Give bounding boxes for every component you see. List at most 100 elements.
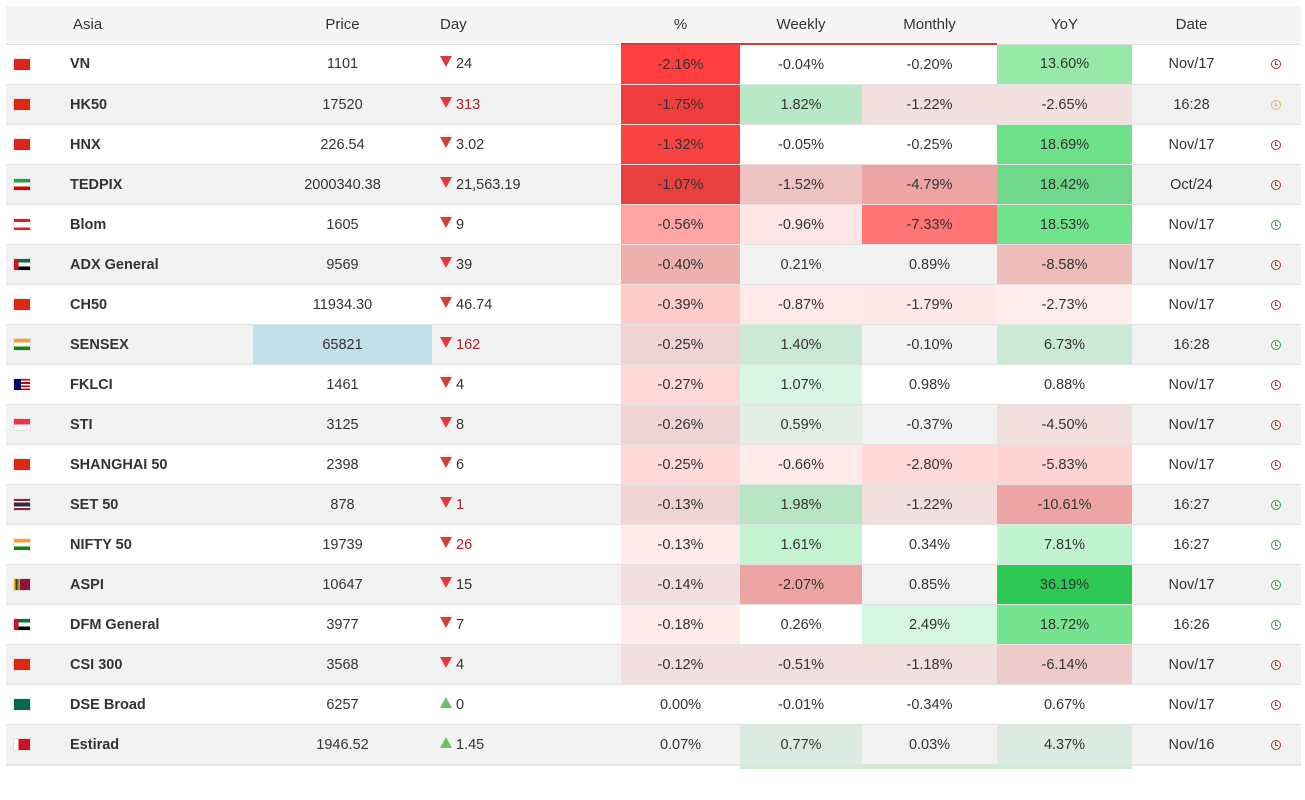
day-change-value: 3.02 [456, 136, 485, 153]
index-name-link[interactable]: STI [67, 404, 253, 445]
index-name-link[interactable]: CSI 300 [67, 644, 253, 685]
pct-change-cell: -0.56% [621, 204, 740, 245]
date-cell: Nov/17 [1132, 364, 1251, 405]
index-name-link[interactable]: DFM General [67, 604, 253, 645]
day-change-cell: 4 [432, 364, 621, 405]
index-name-link[interactable]: Blom [67, 204, 253, 245]
day-change-cell: 7 [432, 604, 621, 645]
country-flag-icon [14, 459, 30, 471]
monthly-change-cell: -4.79% [862, 164, 997, 205]
day-change-value: 9 [456, 216, 465, 233]
table-row[interactable]: DSE Broad 6257 0 0.00% -0.01% -0.34% 0.67% Nov/… [6, 684, 1301, 725]
clock-icon [1271, 379, 1281, 390]
header-price[interactable]: Price [253, 6, 432, 45]
asia-indices-table: Asia Price Day % Weekly Monthly YoY Date… [6, 6, 1301, 765]
pct-change-cell: -1.75% [621, 84, 740, 125]
header-region[interactable]: Asia [67, 6, 253, 45]
table-row[interactable]: Blom 1605 9 -0.56% -0.96% -7.33% 18.53% Nov/17 [6, 204, 1301, 245]
table-row[interactable]: VN 1101 24 -2.16% -0.04% -0.20% 13.60% Nov/17 [6, 44, 1301, 85]
flag-cell [6, 204, 67, 245]
table-row[interactable]: Estirad 1946.52 1.45 0.07% 0.77% 0.03% 4.37% No… [6, 724, 1301, 765]
status-cell [1251, 604, 1301, 645]
index-name-link[interactable]: TEDPIX [67, 164, 253, 205]
day-change-cell: 9 [432, 204, 621, 245]
status-cell [1251, 284, 1301, 325]
header-monthly[interactable]: Monthly [862, 6, 997, 45]
table-row[interactable]: SENSEX 65821 162 -0.25% 1.40% -0.10% 6.73% 16:2… [6, 324, 1301, 365]
index-name-link[interactable]: HNX [67, 124, 253, 165]
index-name-link[interactable]: SET 50 [67, 484, 253, 525]
clock-icon [1271, 299, 1281, 310]
index-name-link[interactable]: DSE Broad [67, 684, 253, 725]
index-name-link[interactable]: ASPI [67, 564, 253, 605]
header-yoy[interactable]: YoY [997, 6, 1132, 45]
yoy-change-cell: 18.69% [997, 124, 1132, 165]
status-cell [1251, 364, 1301, 405]
country-flag-icon [14, 579, 30, 591]
country-flag-icon [14, 419, 30, 431]
date-cell: 16:27 [1132, 524, 1251, 565]
weekly-change-cell: -0.96% [740, 204, 862, 245]
index-name-link[interactable]: CH50 [67, 284, 253, 325]
index-name-link[interactable]: FKLCI [67, 364, 253, 405]
status-cell [1251, 44, 1301, 85]
date-cell: 16:28 [1132, 84, 1251, 125]
yoy-change-cell: 18.53% [997, 204, 1132, 245]
clock-icon [1271, 659, 1281, 670]
day-change-cell: 313 [432, 84, 621, 125]
pct-change-cell: -0.13% [621, 524, 740, 565]
day-change-value: 46.74 [456, 296, 493, 313]
clock-icon [1271, 619, 1281, 630]
index-name-link[interactable]: Estirad [67, 724, 253, 765]
index-name-link[interactable]: HK50 [67, 84, 253, 125]
down-arrow-icon [440, 216, 452, 228]
table-row[interactable]: CH50 11934.30 46.74 -0.39% -0.87% -1.79% -2.73… [6, 284, 1301, 325]
index-name-link[interactable]: SHANGHAI 50 [67, 444, 253, 485]
table-row[interactable]: SET 50 878 1 -0.13% 1.98% -1.22% -10.61% 16:27 [6, 484, 1301, 525]
table-row[interactable]: STI 3125 8 -0.26% 0.59% -0.37% -4.50% Nov/17 [6, 404, 1301, 445]
weekly-change-cell: -0.04% [740, 44, 862, 85]
header-date[interactable]: Date [1132, 6, 1251, 45]
header-flag [6, 6, 67, 45]
index-name-link[interactable]: VN [67, 44, 253, 85]
country-flag-icon [14, 58, 30, 70]
yoy-change-cell: 13.60% [997, 44, 1132, 85]
table-row[interactable]: ADX General 9569 39 -0.40% 0.21% 0.89% -8.58% N… [6, 244, 1301, 285]
down-arrow-icon [440, 496, 452, 508]
yoy-change-cell: -6.14% [997, 644, 1132, 685]
table-row[interactable]: DFM General 3977 7 -0.18% 0.26% 2.49% 18.72% 16… [6, 604, 1301, 645]
price-cell: 878 [253, 484, 432, 525]
pct-change-cell: -0.27% [621, 364, 740, 405]
country-flag-icon [14, 99, 30, 111]
header-weekly[interactable]: Weekly [740, 6, 862, 45]
pct-change-cell: -0.39% [621, 284, 740, 325]
index-name-link[interactable]: NIFTY 50 [67, 524, 253, 565]
table-row[interactable]: TEDPIX 2000340.38 21,563.19 -1.07% -1.52% -4.… [6, 164, 1301, 205]
table-row[interactable]: HNX 226.54 3.02 -1.32% -0.05% -0.25% 18.69% Nov… [6, 124, 1301, 165]
monthly-change-cell: 0.85% [862, 564, 997, 605]
index-name-link[interactable]: ADX General [67, 244, 253, 285]
header-pct[interactable]: % [621, 6, 740, 45]
index-name-link[interactable]: SENSEX [67, 324, 253, 365]
day-change-cell: 46.74 [432, 284, 621, 325]
price-cell: 1946.52 [253, 724, 432, 765]
table-row[interactable]: NIFTY 50 19739 26 -0.13% 1.61% 0.34% 7.81% 16:2… [6, 524, 1301, 565]
day-change-cell: 4 [432, 644, 621, 685]
day-change-value: 4 [456, 656, 465, 673]
date-cell: Nov/17 [1132, 244, 1251, 285]
table-row[interactable]: HK50 17520 313 -1.75% 1.82% -1.22% -2.65% 16:28 [6, 84, 1301, 125]
date-cell: 16:27 [1132, 484, 1251, 525]
monthly-change-cell: 2.49% [862, 604, 997, 645]
status-cell [1251, 244, 1301, 285]
table-row[interactable]: CSI 300 3568 4 -0.12% -0.51% -1.18% -6.14% Nov/… [6, 644, 1301, 685]
day-change-cell: 1 [432, 484, 621, 525]
table-row[interactable]: SHANGHAI 50 2398 6 -0.25% -0.66% -2.80% -5.83%… [6, 444, 1301, 485]
table-row[interactable]: ASPI 10647 15 -0.14% -2.07% 0.85% 36.19% Nov/17 [6, 564, 1301, 605]
table-row[interactable]: FKLCI 1461 4 -0.27% 1.07% 0.98% 0.88% Nov/17 [6, 364, 1301, 405]
day-change-cell: 39 [432, 244, 621, 285]
header-day[interactable]: Day [432, 6, 621, 45]
day-change-value: 1.45 [456, 736, 485, 753]
monthly-change-cell: 0.34% [862, 524, 997, 565]
status-cell [1251, 404, 1301, 445]
country-flag-icon [14, 219, 30, 231]
